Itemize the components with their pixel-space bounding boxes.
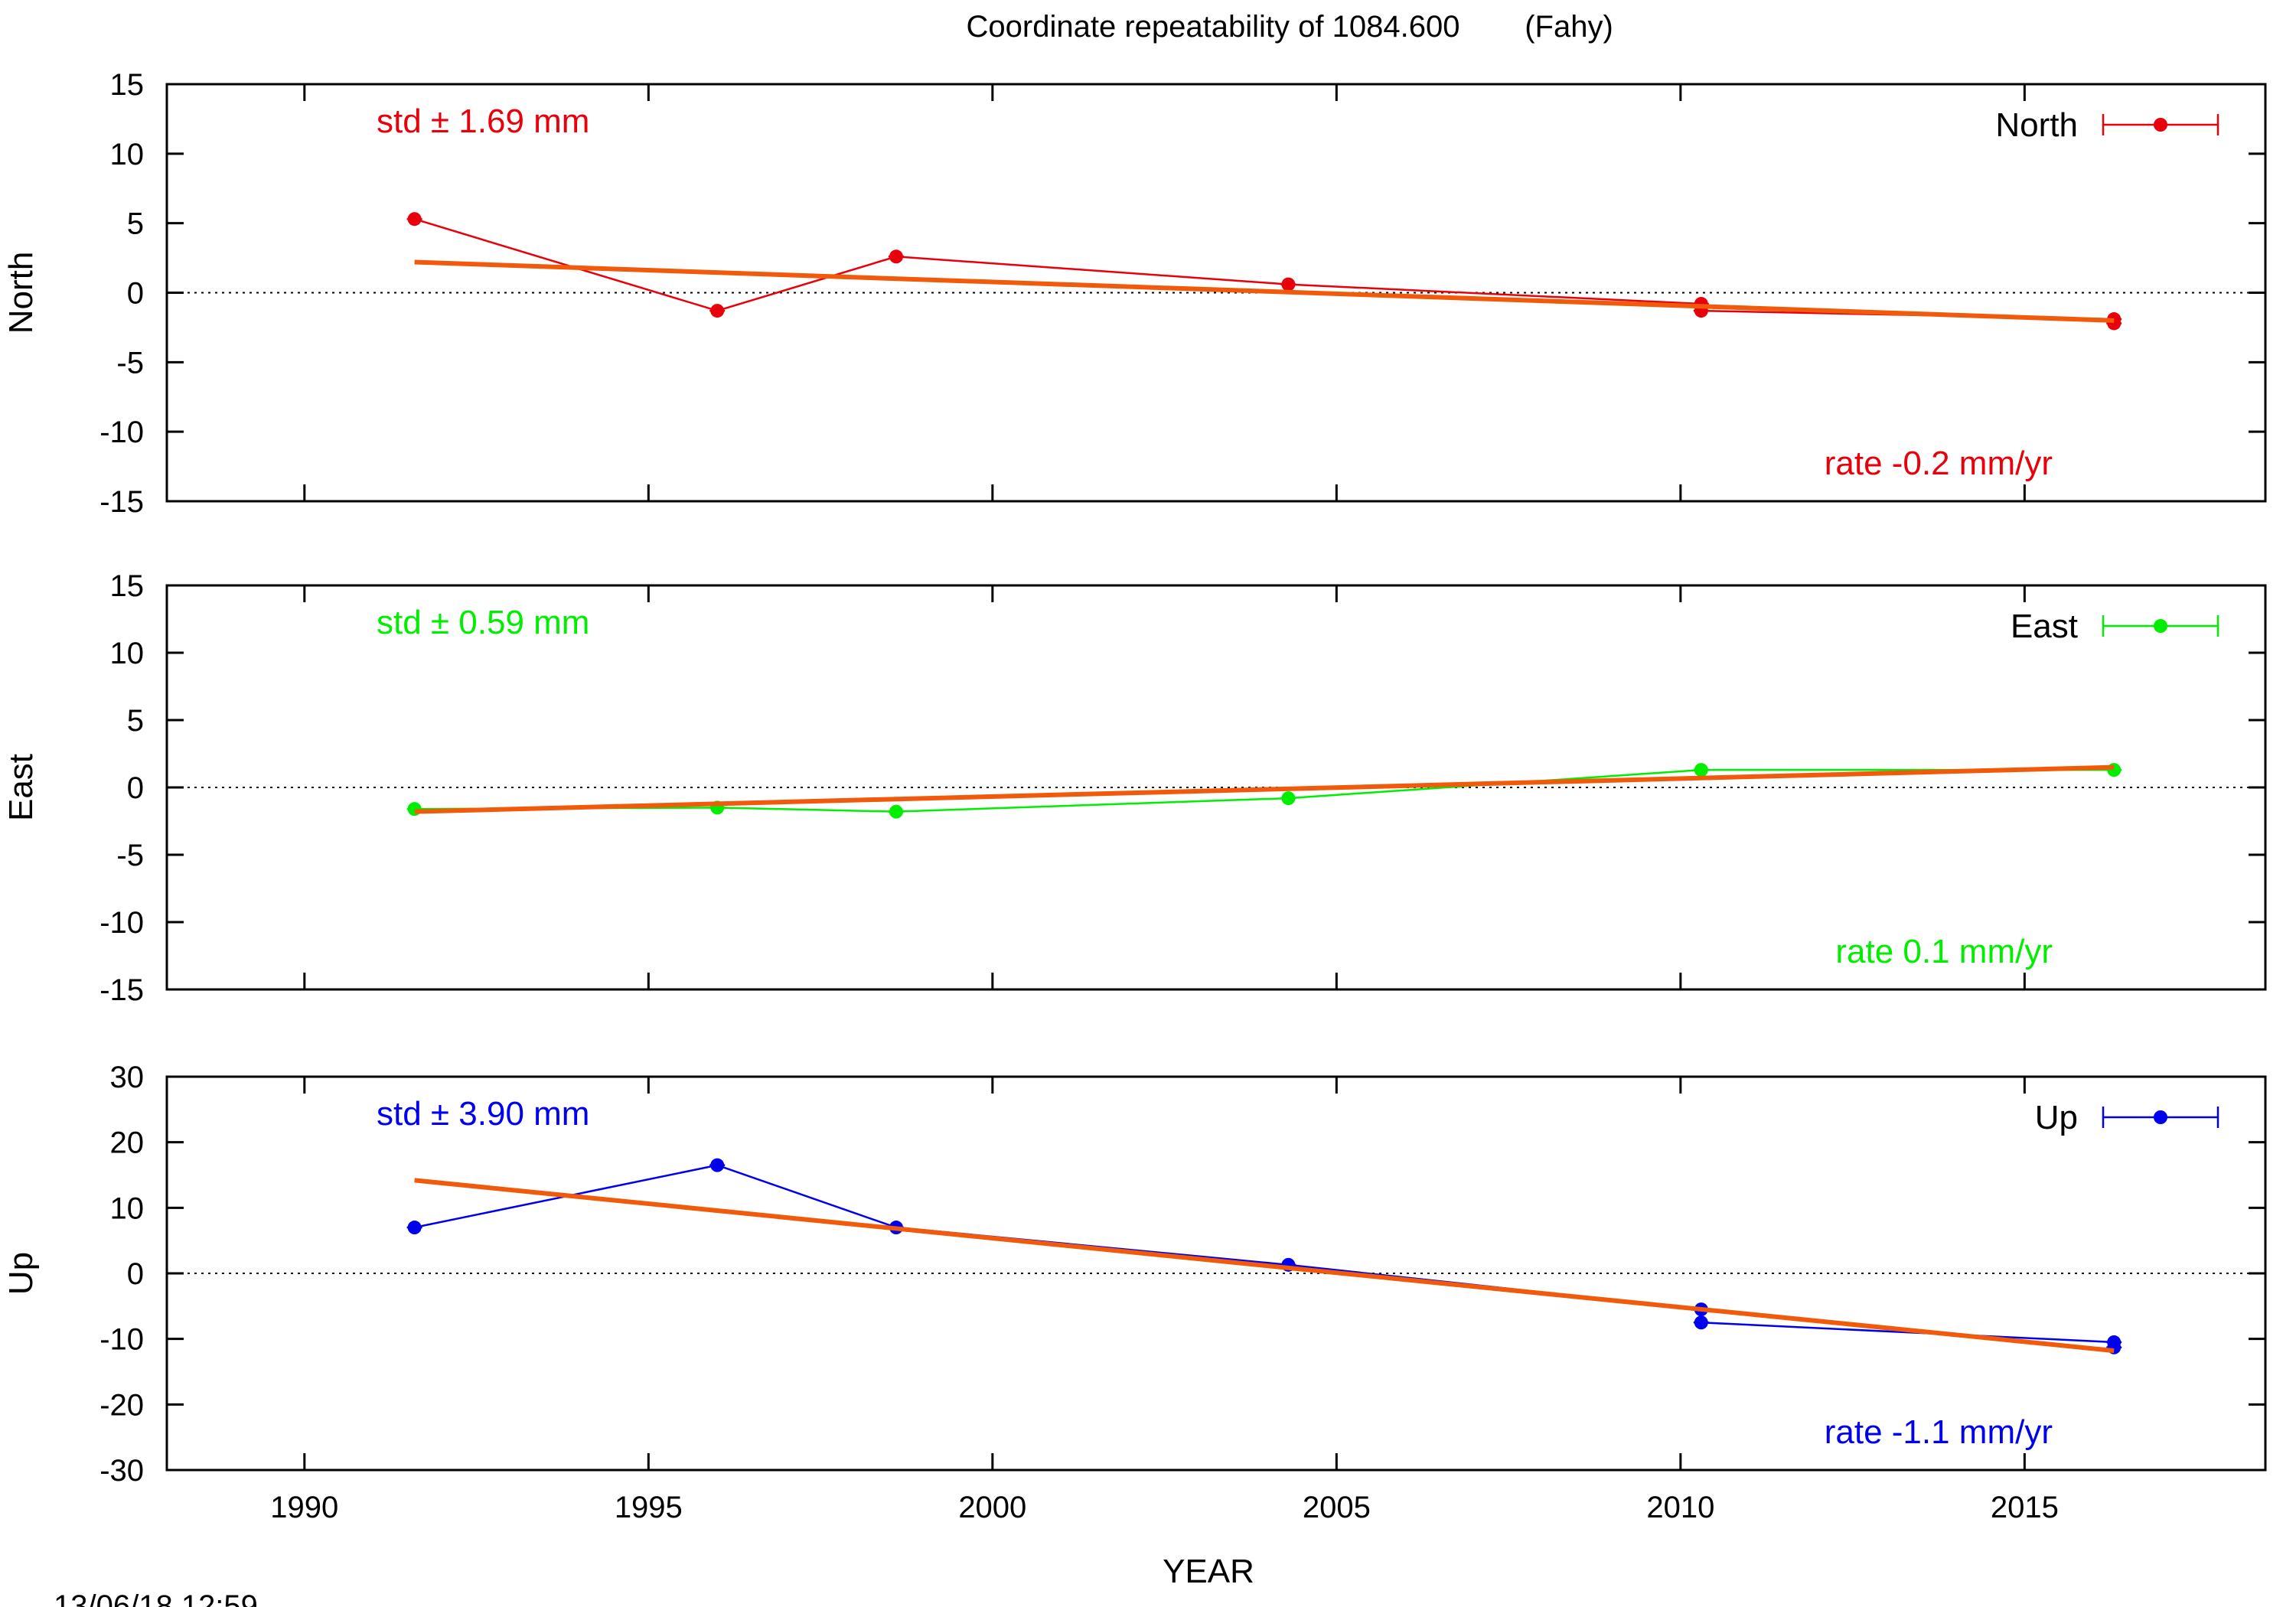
north-ytick-label: 15 <box>110 68 145 102</box>
north-trend-line <box>414 259 2115 323</box>
north-ytick-label: 10 <box>110 138 145 171</box>
east-ytick-label: 5 <box>127 704 144 738</box>
up-data-point <box>407 1221 422 1235</box>
up-xtick-label: 2010 <box>1646 1491 1714 1524</box>
north-ytick-label: -10 <box>99 416 144 449</box>
north-ytick-label: 5 <box>127 207 144 241</box>
up-xtick-label: 1990 <box>270 1491 338 1524</box>
east-ytick-label: -5 <box>116 839 144 872</box>
east-legend-marker <box>2154 619 2167 633</box>
figure-timestamp: 13/06/18 12:59 <box>54 1589 258 1607</box>
north-rate-label: rate -0.2 mm/yr <box>1825 445 2053 482</box>
plot-panels: 15 10 5 0 -5 -10 -15 North std ± 1.69 mm rate -0.… <box>2 68 2267 1590</box>
north-legend-label: North <box>1995 106 2078 144</box>
up-xtick-label: 2000 <box>958 1491 1026 1524</box>
up-ytick-label: 30 <box>110 1061 145 1094</box>
figure-title: Coordinate repeatability of 1084.600 <box>967 10 1460 44</box>
north-data-point <box>407 212 422 227</box>
east-ylabel: East <box>2 754 40 821</box>
east-data-point <box>889 804 903 819</box>
north-legend-marker <box>2154 118 2167 132</box>
up-xlabel: YEAR <box>1163 1553 1254 1590</box>
panel-east: 15 10 5 0 -5 -10 -15 East std ± 0.59 mm rate 0.1 … <box>2 569 2267 1007</box>
figure-site: (Fahy) <box>1525 10 1613 44</box>
up-legend-label: Up <box>2035 1099 2078 1136</box>
east-ytick-label: 15 <box>110 569 145 603</box>
up-ytick-label: -30 <box>99 1454 144 1488</box>
east-ytick-label: -10 <box>99 906 144 940</box>
north-ytick-label: 0 <box>127 277 144 311</box>
up-rate-label: rate -1.1 mm/yr <box>1825 1413 2053 1451</box>
east-data-point <box>1281 791 1296 806</box>
up-ytick-label: -10 <box>99 1323 144 1357</box>
north-ylabel: North <box>2 252 40 334</box>
up-xtick-label: 2015 <box>1991 1491 2059 1524</box>
east-rate-label: rate 0.1 mm/yr <box>1835 933 2053 970</box>
up-legend-marker <box>2154 1110 2167 1124</box>
north-ytick-label: -15 <box>99 485 144 519</box>
up-ytick-label: 0 <box>127 1257 144 1291</box>
north-data-point <box>710 304 725 318</box>
up-data-point <box>710 1158 725 1172</box>
east-std-label: std ± 0.59 mm <box>377 604 589 641</box>
panel-north: 15 10 5 0 -5 -10 -15 North std ± 1.69 mm rate -0.… <box>2 68 2267 519</box>
up-ytick-label: 10 <box>110 1191 145 1225</box>
up-ytick-label: 20 <box>110 1126 145 1160</box>
east-series-line <box>414 768 2115 813</box>
east-trend-line <box>414 764 2115 814</box>
up-ylabel: Up <box>2 1252 40 1295</box>
up-trend-line <box>414 1178 2115 1354</box>
up-std-label: std ± 3.90 mm <box>377 1095 589 1133</box>
east-data-point <box>1694 763 1708 777</box>
up-xtick-label: 1995 <box>615 1491 683 1524</box>
east-ytick-label: 10 <box>110 637 145 670</box>
east-legend-label: East <box>2011 608 2078 645</box>
up-data-point <box>1694 1315 1708 1330</box>
east-ytick-label: 0 <box>127 771 144 805</box>
north-ytick-label: -5 <box>116 346 144 380</box>
north-data-point <box>889 249 903 264</box>
east-ytick-label: -15 <box>99 973 144 1007</box>
up-xtick-label: 2005 <box>1303 1491 1371 1524</box>
up-ytick-label: -20 <box>99 1388 144 1422</box>
north-data-point <box>1281 277 1296 292</box>
north-std-label: std ± 1.69 mm <box>377 103 589 140</box>
